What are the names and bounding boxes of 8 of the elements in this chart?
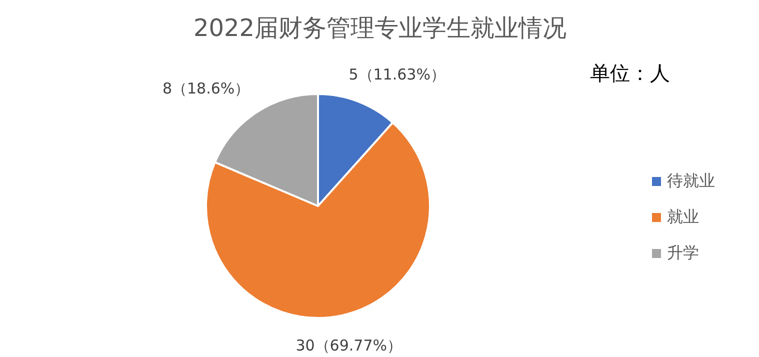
data-label: 30（69.77%） xyxy=(296,336,402,355)
text: 单位：人 xyxy=(590,61,670,85)
chart-title: 2022届财务管理专业学生就业情况 xyxy=(193,14,567,42)
legend-label: 升学 xyxy=(667,243,699,262)
data-label: 8（18.6%） xyxy=(162,80,250,98)
legend-label: 待就业 xyxy=(667,171,715,190)
legend-label: 就业 xyxy=(667,207,699,226)
data-label: 5（11.63%） xyxy=(348,65,446,84)
